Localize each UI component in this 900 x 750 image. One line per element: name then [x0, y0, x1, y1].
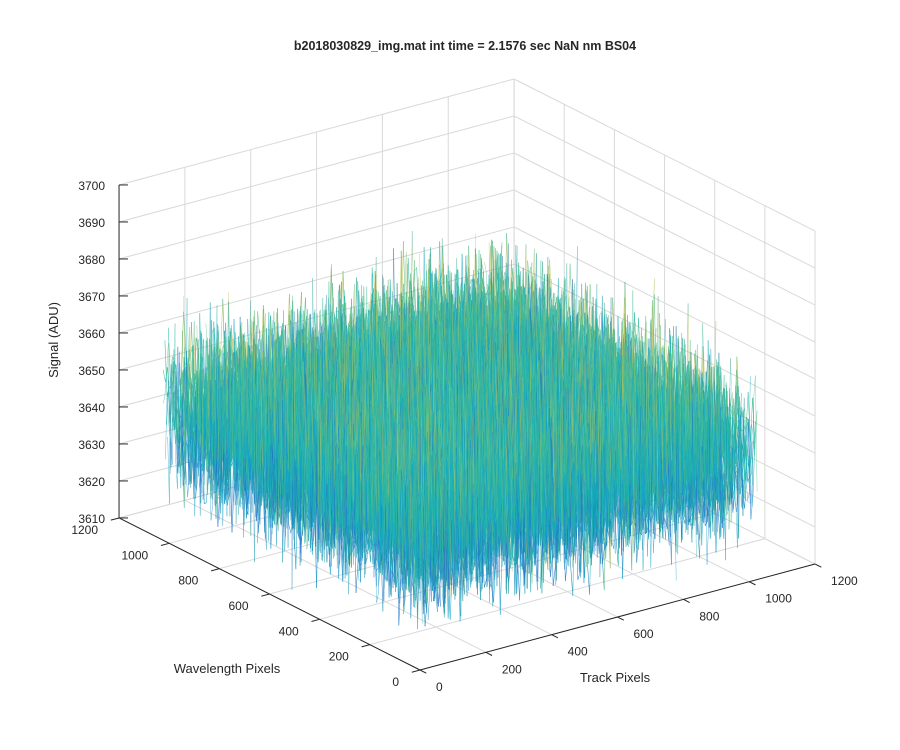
- surface-segment: [204, 502, 207, 505]
- surface-segment: [260, 305, 264, 366]
- surface-mesh: [162, 231, 758, 629]
- gridline-x-floor: [184, 499, 487, 653]
- surface-segment: [164, 340, 168, 397]
- surface-segment: [220, 298, 224, 355]
- surface-segment: [257, 311, 261, 342]
- surface-segment: [162, 369, 166, 382]
